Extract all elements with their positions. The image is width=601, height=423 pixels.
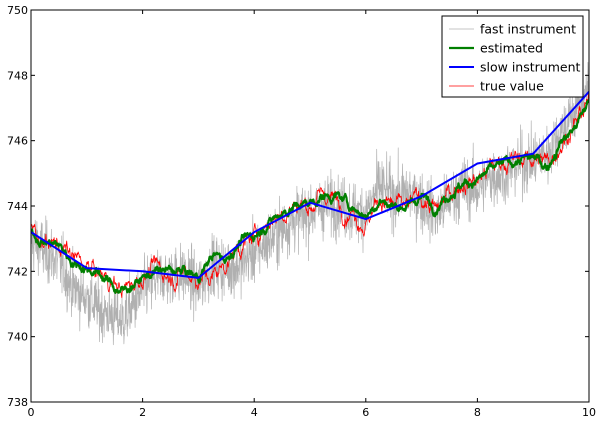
legend-box — [441, 15, 584, 98]
series-line-slow-instrument — [31, 91, 589, 279]
legend-label: true value — [480, 79, 544, 94]
y-tick-label: 740 — [7, 331, 28, 344]
x-tick-label: 2 — [139, 406, 146, 419]
x-tick-label: 8 — [474, 406, 481, 419]
x-tick-label: 10 — [582, 406, 596, 419]
series-layer — [31, 47, 589, 346]
y-tick-label: 738 — [7, 396, 28, 409]
series-line-estimated — [31, 98, 589, 294]
legend-label: slow instrument — [480, 60, 580, 75]
x-tick-label: 6 — [362, 406, 369, 419]
y-tick-label: 742 — [7, 265, 28, 278]
legend-label: estimated — [480, 41, 543, 56]
ticks-layer: 0 2 4 6 8 10 738 740 742 744 746 748 750 — [7, 4, 596, 419]
y-tick-label: 748 — [7, 69, 28, 82]
y-tick-label: 750 — [7, 4, 28, 17]
y-tick-label: 744 — [7, 200, 28, 213]
series-line-fast-instrument — [31, 47, 589, 346]
y-tick-label: 746 — [7, 135, 28, 148]
legend-label: fast instrument — [480, 22, 576, 37]
x-tick-label: 0 — [28, 406, 35, 419]
x-tick-label: 4 — [251, 406, 258, 419]
legend: fast instrument estimated slow instrument t… — [441, 15, 584, 98]
